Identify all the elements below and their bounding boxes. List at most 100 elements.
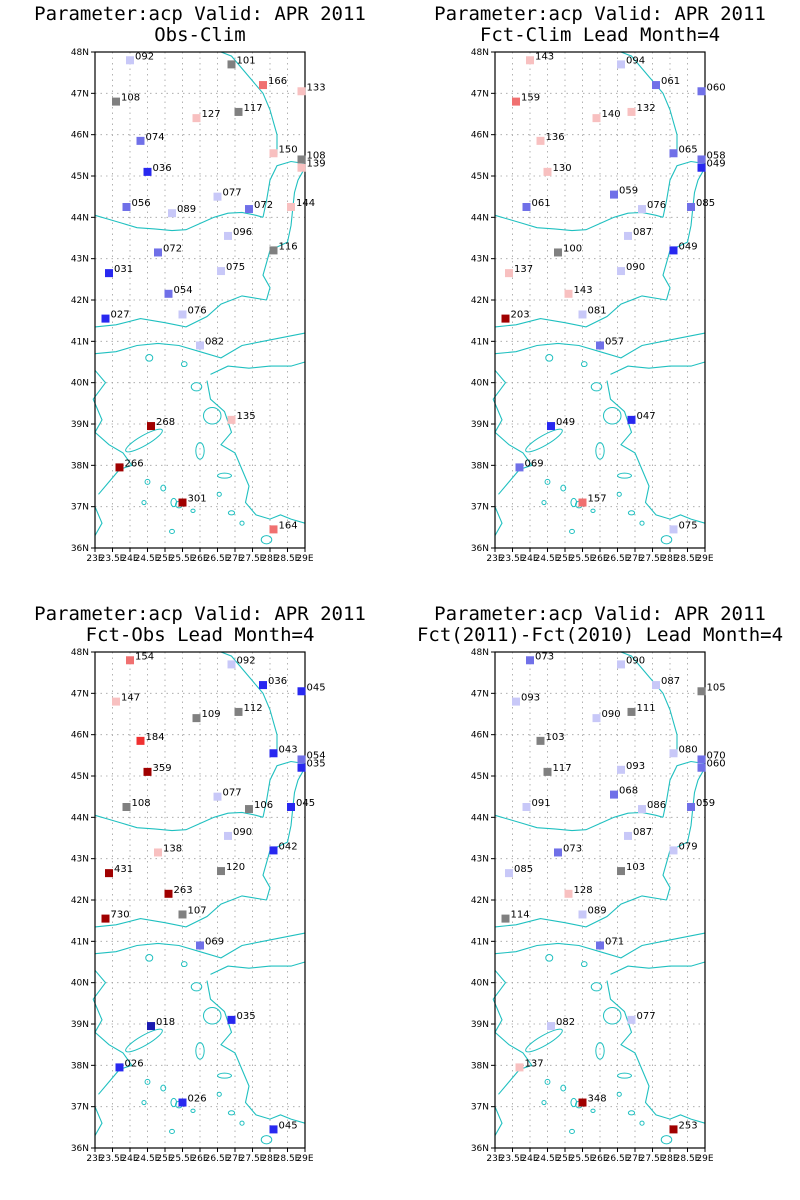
lat-tick-label: 48N [471,648,489,658]
station-marker [697,763,706,772]
station-marker [227,1015,236,1024]
station-value-label: 136 [546,132,565,143]
lon-tick-label: 26.5E [605,1154,631,1164]
station-value-label: 132 [637,103,656,114]
lon-tick-label: 23.5E [500,1154,526,1164]
island-outline [203,1006,222,1025]
station-value-label: 045 [307,682,326,693]
station-marker [287,203,295,211]
station-value-label: 092 [237,655,256,666]
station-value-label: 081 [588,305,607,316]
island-outline [203,406,222,425]
station-value-label: 103 [626,862,645,873]
lat-tick-label: 38N [71,461,89,471]
station-value-label: 105 [707,682,726,693]
island-outline [590,1108,596,1113]
station-marker [624,831,632,840]
station-marker [652,681,660,690]
lon-tick-label: 24E [521,1154,538,1164]
station-marker [269,525,278,534]
lat-tick-label: 46N [471,731,489,741]
station-marker [269,246,278,255]
station-value-label: 203 [511,310,530,321]
station-marker [136,136,145,145]
station-value-label: 112 [244,703,263,714]
coastline [494,506,503,536]
station-value-label: 431 [114,864,133,875]
coastlines [92,51,306,545]
station-marker [269,1125,278,1134]
coastline [94,211,264,232]
lat-tick-label: 45N [71,172,89,182]
lat-tick-label: 47N [471,689,489,699]
lat-tick-label: 46N [71,131,89,141]
lat-tick-label: 37N [471,1103,489,1113]
station-marker [101,914,110,923]
lat-tick-label: 39N [71,1020,89,1030]
coastline [210,961,306,975]
station-value-label: 026 [125,1058,144,1069]
station-marker [627,707,636,716]
island-outline [616,491,622,497]
station-marker [669,846,678,855]
coastline [494,932,706,959]
panel-title-line2: Fct-Obs Lead Month=4 [85,624,315,646]
lon-tick-label: 29E [696,554,713,564]
lon-tick-label: 24E [521,554,538,564]
station-marker [213,192,222,201]
station-marker [624,231,632,240]
station-marker [697,87,706,96]
island-outline [603,406,622,425]
island-outline [617,472,632,479]
station-value-label: 057 [605,336,624,347]
station-value-label: 061 [532,198,551,209]
station-marker [112,97,120,106]
island-outline [125,1028,163,1053]
coastline [262,767,306,901]
lat-tick-label: 41N [71,937,89,947]
lon-tick-label: 29E [296,554,313,564]
station-marker [234,707,243,716]
station-value-label: 109 [202,709,221,720]
island-outline [569,1128,575,1135]
station-marker [627,107,636,116]
station-marker [617,867,625,876]
station-marker [592,714,601,723]
station-value-label: 069 [525,458,544,469]
station-value-label: 054 [174,285,193,296]
station-value-label: 093 [626,761,645,772]
station-value-label: 043 [279,744,298,755]
island-outline [169,528,175,535]
map-panel-fct-obs: Parameter:acp Valid: APR 2011 Fct-Obs Le… [0,600,400,1200]
station-marker [669,246,678,255]
island-outline [144,478,151,485]
station-marker [227,660,236,669]
station-value-label: 075 [679,520,698,531]
station-marker [697,163,706,172]
island-outline [190,982,203,992]
coastlines [92,651,306,1145]
station-marker [669,525,678,534]
island-outline [190,508,196,513]
lon-tick-label: 27E [626,1154,643,1164]
station-value-label: 065 [679,144,698,155]
station-value-label: 090 [233,827,252,838]
station-value-label: 068 [619,786,638,797]
lon-tick-label: 26.5E [205,554,231,564]
station-value-label: 108 [307,150,326,161]
panel-title-line1: Parameter:acp Valid: APR 2011 [34,3,366,25]
lat-tick-label: 36N [471,1144,489,1154]
island-outline [160,1084,167,1092]
station-value-label: 137 [514,264,533,275]
station-value-label: 049 [707,159,726,170]
island-outline [217,1072,232,1079]
island-outline [217,472,232,479]
station-value-label: 108 [121,93,140,104]
station-marker [501,314,510,323]
lon-tick-label: 26.5E [605,554,631,564]
station-value-label: 139 [307,159,326,170]
lon-tick-label: 28E [661,554,678,564]
lon-tick-label: 23E [486,1154,503,1164]
island-outline [541,499,547,506]
station-value-label: 166 [268,76,287,87]
